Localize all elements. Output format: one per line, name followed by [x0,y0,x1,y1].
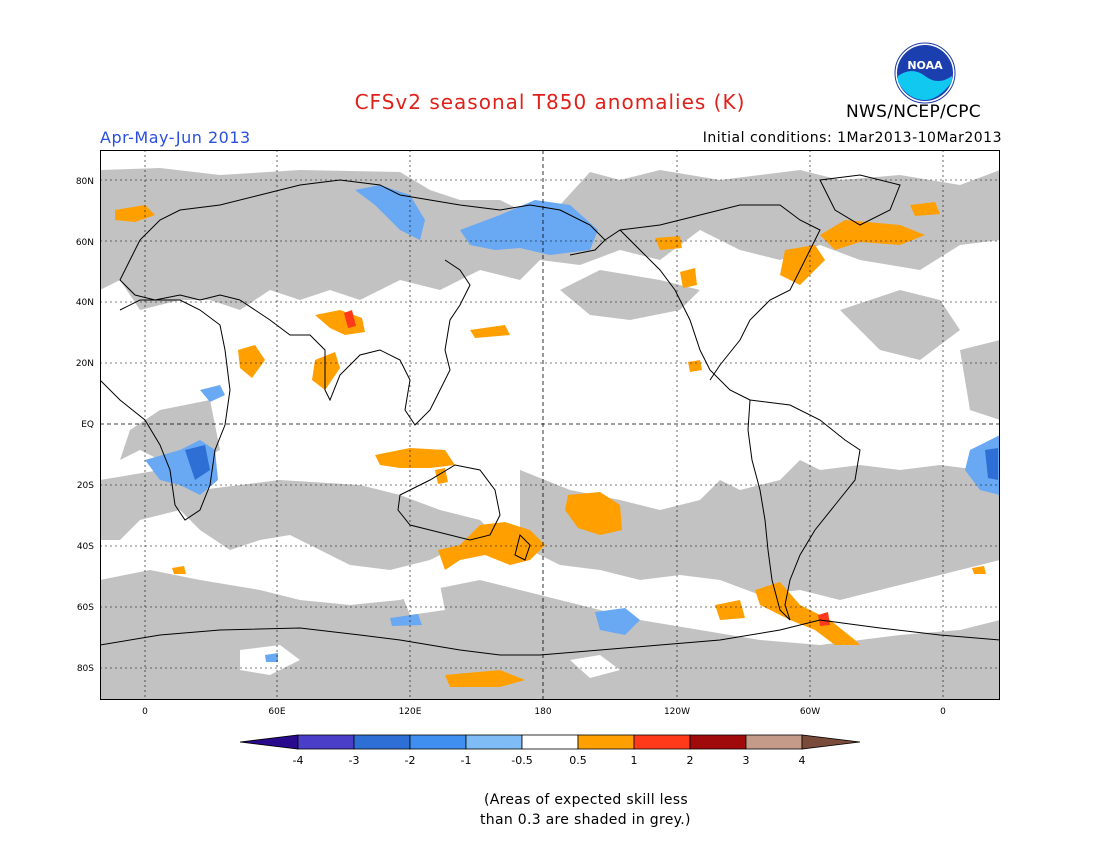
lat-label: 20S [77,481,94,491]
colorbar-label: -4 [293,754,304,767]
colorbar-bin [745,734,803,750]
lon-label: 60W [800,707,820,717]
colorbar-label: 2 [687,754,694,767]
colorbar-label: -3 [349,754,360,767]
colorbar-bin [465,734,523,750]
coastlines [100,174,1000,656]
colorbar-bin [353,734,411,750]
near-zero-patches [240,585,620,678]
lat-label: EQ [81,420,94,430]
lat-label: 60S [77,603,94,613]
colorbar: -4 -3 -2 -1 -0.5 0.5 1 2 3 4 [239,734,861,767]
season-label: Apr-May-Jun 2013 [100,128,251,147]
lat-label: 40S [77,542,94,552]
colorbar-min-arrow [239,734,299,750]
strong-warm-spots [344,310,830,626]
lon-label: 0 [940,707,946,717]
colorbar-max-arrow [801,734,861,750]
colorbar-label: -0.5 [511,754,532,767]
logo-text: NOAA [907,59,943,72]
colorbar-label: 1 [631,754,638,767]
colorbar-bin [577,734,635,750]
colorbar-bin [689,734,747,750]
lat-label: 60N [76,238,94,248]
lon-label: 120E [399,707,422,717]
colorbar-bin [297,734,355,750]
colorbar-bin [521,734,579,750]
lon-label: 0 [142,707,148,717]
colorbar-label: -2 [405,754,416,767]
colorbar-bin [409,734,467,750]
equator-dateline [100,150,1000,700]
colorbar-bin [633,734,691,750]
lon-label: 60E [268,707,285,717]
agency-label: NWS/NCEP/CPC [846,102,981,122]
warm-anomaly-regions [115,202,986,687]
lat-label: 20N [76,359,94,369]
lon-label: 180 [534,707,551,717]
lat-label: 80S [77,664,94,674]
latitude-labels: 80N 60N 40N 20N EQ 20S 40S 60S 80S [76,177,94,674]
skill-note-line2: than 0.3 are shaded in grey.) [480,812,691,828]
lat-label: 40N [76,298,94,308]
anomaly-map [100,150,1000,700]
lon-label: 120W [664,707,690,717]
noaa-logo: NOAA [894,42,956,104]
strong-cool-spots [185,445,998,480]
lat-label: 80N [76,177,94,187]
longitude-labels: 0 60E 120E 180 120W 60W 0 [142,707,946,717]
colorbar-label: -1 [461,754,472,767]
lat-lon-grid [100,150,1000,700]
skill-note-line1: (Areas of expected skill less [484,792,688,808]
initial-conditions-label: Initial conditions: 1Mar2013-10Mar2013 [702,130,1002,146]
colorbar-label: 4 [799,754,806,767]
colorbar-label: 3 [743,754,750,767]
chart-title: CFSv2 seasonal T850 anomalies (K) [354,90,746,114]
colorbar-label: 0.5 [569,754,587,767]
